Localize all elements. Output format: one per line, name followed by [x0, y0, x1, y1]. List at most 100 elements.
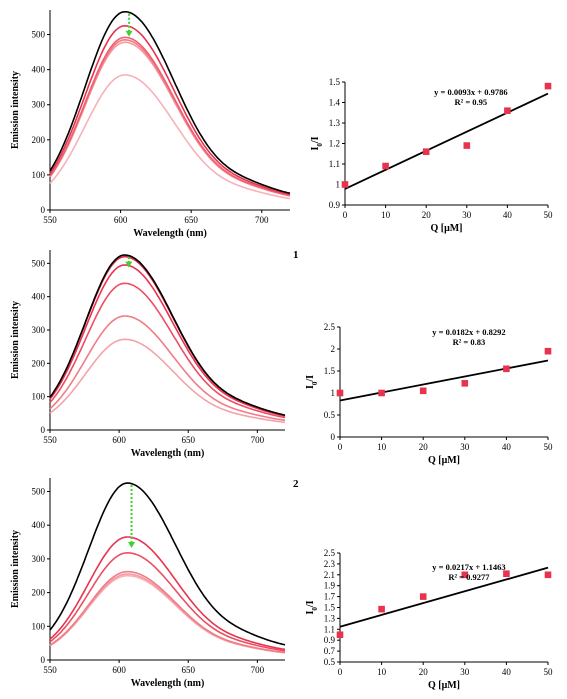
y-axis-label: Emission intensity [10, 71, 21, 149]
x-tick-label: 0 [338, 442, 343, 452]
y-tick-label: 200 [32, 358, 46, 368]
emission-series-line [49, 24, 291, 196]
y-tick-label: 0 [41, 205, 46, 215]
x-tick-label: 20 [422, 210, 432, 220]
quench-arrow-head [125, 261, 133, 268]
fit-line [344, 92, 549, 190]
emission-series-line [49, 255, 286, 417]
y-tick-label: 0 [331, 432, 336, 442]
chart-5: 0.50.70.91.11.31.51.71.92.12.32.5 0 10 20 30… [305, 548, 553, 691]
y-tick-label: 2 [331, 344, 336, 354]
x-tick-label: 550 [43, 665, 57, 675]
x-axis-label: Wavelength (nm) [133, 228, 207, 239]
data-point [503, 570, 510, 578]
emission-series-line [49, 254, 286, 416]
y-tick-label: 1.3 [329, 118, 341, 128]
x-tick-label: 10 [377, 442, 387, 452]
y-axis-label: Emission intensity [10, 301, 21, 379]
chart-1: 0.9 1 1.1 1.2 1.3 1.4 1.5 0 10 20 30 40 50 Q [μM] I0/I… [310, 77, 553, 234]
emission-series-line [49, 536, 286, 651]
y-tick-label: 500 [32, 258, 46, 268]
data-point [503, 365, 510, 373]
y-tick-label: 200 [32, 135, 46, 145]
y-axis-label: I0/I [305, 375, 319, 389]
y-tick-label: 500 [32, 486, 46, 496]
chart-3: 0 0.5 1 1.5 2 2.5 0 10 20 30 40 50 Q [μM] I0/I y = 0.0… [305, 322, 553, 466]
x-tick-label: 0 [343, 210, 348, 220]
x-axis-label: Q [μM] [430, 223, 462, 234]
emission-series-line [49, 41, 291, 197]
quench-arrow-head [125, 30, 133, 37]
x-axis-label: Wavelength (nm) [131, 448, 205, 459]
fit-equation: y = 0.0217x + 1.1463 [432, 562, 505, 572]
x-tick-label: 550 [43, 215, 57, 225]
emission-series-line [49, 338, 286, 424]
y-tick-label: 1.5 [329, 77, 341, 87]
data-point [378, 389, 385, 397]
quench-arrow-head [128, 541, 136, 548]
y-axis-label: I0/I [305, 600, 319, 614]
emission-series-line [49, 11, 291, 195]
x-tick-label: 30 [460, 442, 470, 452]
y-tick-label: 1.1 [329, 159, 340, 169]
y-tick-label: 0 [41, 655, 46, 665]
data-point [544, 82, 552, 90]
y-tick-label: 2.1 [324, 570, 335, 580]
x-tick-label: 50 [544, 210, 554, 220]
y-tick-label: 1.7 [324, 592, 336, 602]
x-tick-label: 600 [112, 435, 126, 445]
y-tick-label: 100 [32, 621, 46, 631]
y-tick-label: 300 [32, 100, 46, 110]
emission-series-line [49, 36, 291, 197]
x-tick-label: 600 [114, 215, 128, 225]
y-tick-label: 400 [32, 292, 46, 302]
chart-4: 0 100 200 300 400 500 550 600 650 700 Wavelength (… [10, 478, 299, 689]
x-tick-label: 700 [251, 435, 265, 445]
y-tick-label: 1.1 [324, 624, 335, 634]
emission-series-line [49, 74, 291, 200]
x-tick-label: 700 [251, 665, 265, 675]
x-axis-label: Q [μM] [428, 455, 460, 466]
emission-series-line [49, 570, 286, 654]
data-point [378, 605, 385, 613]
x-axis-label: Q [μM] [428, 680, 460, 691]
y-tick-label: 300 [32, 554, 46, 564]
fit-equation: y = 0.0093x + 0.9786 [434, 87, 507, 97]
data-point [422, 148, 430, 155]
y-tick-label: 1.5 [324, 603, 336, 613]
y-tick-label: 400 [32, 520, 46, 530]
x-tick-label: 30 [460, 667, 470, 677]
x-tick-label: 0 [338, 667, 343, 677]
data-point [419, 593, 427, 600]
y-tick-label: 200 [32, 588, 46, 598]
y-tick-label: 1.4 [329, 98, 341, 108]
y-tick-label: 500 [32, 30, 46, 40]
panel-label: 1 [293, 249, 299, 261]
emission-series-line [49, 264, 286, 417]
y-tick-label: 400 [32, 65, 46, 75]
x-tick-label: 600 [112, 665, 126, 675]
chart-2: 0 100 200 300 400 500 550 600 650 700 Wavelength (… [10, 249, 299, 459]
x-tick-label: 40 [502, 667, 512, 677]
fit-r-squared: R² = 0.83 [453, 337, 486, 347]
data-point [504, 107, 511, 114]
y-tick-label: 100 [32, 392, 46, 402]
x-tick-label: 20 [419, 442, 429, 452]
x-tick-label: 10 [381, 210, 391, 220]
y-tick-label: 1.5 [324, 366, 336, 376]
emission-series-line [49, 551, 286, 652]
y-tick-label: 2.5 [324, 548, 336, 558]
fit-equation: y = 0.0182x + 0.8292 [432, 327, 505, 337]
y-tick-label: 0.5 [324, 657, 336, 667]
y-tick-label: 1 [336, 180, 341, 190]
fit-line [339, 566, 549, 628]
chart-0: 0 100 200 300 400 500 550 600 650 700 Wavelength (… [10, 10, 291, 239]
x-tick-label: 20 [419, 667, 429, 677]
y-tick-label: 1.9 [324, 581, 336, 591]
y-tick-label: 2.5 [324, 322, 336, 332]
y-tick-label: 0.9 [329, 200, 341, 210]
y-tick-label: 300 [32, 325, 46, 335]
data-point [463, 142, 471, 149]
x-tick-label: 650 [181, 435, 195, 445]
